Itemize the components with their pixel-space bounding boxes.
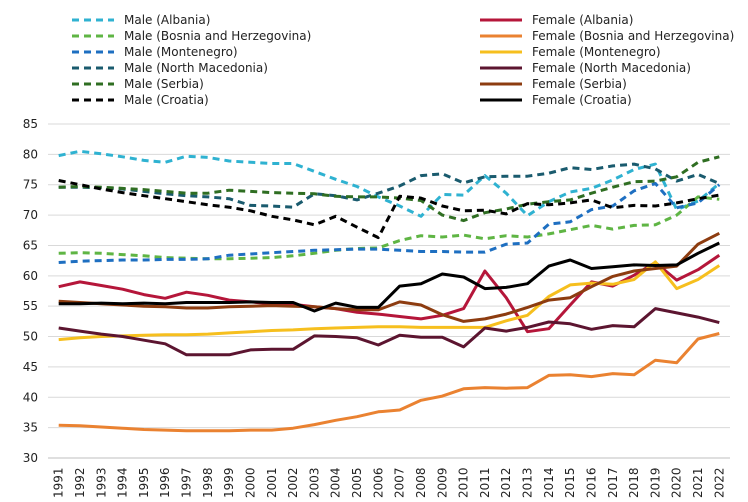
series-line-female-north-macedonia xyxy=(58,307,720,357)
series-line-female-croatia xyxy=(58,241,720,313)
legend-label: Male (Albania) xyxy=(124,13,210,27)
x-tick-label: 2010 xyxy=(457,467,471,498)
series-line-female-serbia xyxy=(58,231,720,323)
x-tick-label: 1997 xyxy=(180,467,194,498)
x-tick-label: 2002 xyxy=(286,467,300,498)
x-tick-label: 2011 xyxy=(478,467,492,498)
series-line-male-north-macedonia xyxy=(58,162,720,209)
y-tick-label: 35 xyxy=(23,421,38,435)
y-tick-label: 50 xyxy=(23,330,38,344)
x-tick-label: 2000 xyxy=(243,467,257,498)
x-tick-label: 2007 xyxy=(393,467,407,498)
x-tick-label: 2022 xyxy=(712,467,726,498)
x-tick-label: 2012 xyxy=(499,467,513,498)
x-tick-label: 2013 xyxy=(521,467,535,498)
legend: Male (Albania) Male (Bosnia and Herzegovi… xyxy=(72,13,734,107)
x-tick-label: 1998 xyxy=(201,467,215,498)
x-tick-label: 1993 xyxy=(94,467,108,498)
x-tick-label: 2018 xyxy=(627,467,641,498)
x-tick-label: 2003 xyxy=(307,467,321,498)
series-line-male-albania xyxy=(58,149,721,218)
x-tick-label: 2019 xyxy=(648,467,662,498)
legend-label: Female (Bosnia and Herzegovina) xyxy=(532,29,734,43)
series-line-male-serbia xyxy=(58,155,720,223)
x-tick-label: 2021 xyxy=(691,467,705,498)
legend-label: Male (Montenegro) xyxy=(124,45,238,59)
y-tick-label: 65 xyxy=(23,238,38,252)
y-tick-label: 75 xyxy=(23,178,38,192)
x-tick-label: 2016 xyxy=(584,467,598,498)
legend-label: Female (North Macedonia) xyxy=(532,61,691,75)
series-lines xyxy=(58,149,721,433)
series-line-male-montenegro xyxy=(58,182,721,264)
x-tick-label: 1995 xyxy=(137,467,151,498)
y-tick-label: 45 xyxy=(23,360,38,374)
x-tick-label: 2006 xyxy=(371,467,385,498)
x-tick-label: 2015 xyxy=(563,467,577,498)
x-tick-label: 1991 xyxy=(52,467,66,498)
x-tick-label: 2008 xyxy=(414,467,428,498)
y-tick-label: 30 xyxy=(23,451,38,465)
y-tick-label: 80 xyxy=(23,147,38,161)
x-tick-label: 2004 xyxy=(329,467,343,498)
x-tick-label: 1999 xyxy=(222,467,236,498)
y-tick-label: 70 xyxy=(23,208,38,222)
legend-label: Male (North Macedonia) xyxy=(124,61,268,75)
x-tick-label: 1996 xyxy=(158,467,172,498)
legend-label: Female (Albania) xyxy=(532,13,633,27)
legend-label: Female (Croatia) xyxy=(532,93,632,107)
y-tick-label: 85 xyxy=(23,117,38,131)
y-axis: 30 35 40 45 50 55 60 65 70 75 80 85 xyxy=(23,117,38,465)
legend-label: Male (Bosnia and Herzegovina) xyxy=(124,29,311,43)
x-tick-label: 1994 xyxy=(116,467,130,498)
legend-label: Female (Serbia) xyxy=(532,77,627,91)
x-tick-label: 1992 xyxy=(73,467,87,498)
series-line-female-montenegro xyxy=(58,260,721,342)
series-line-male-croatia xyxy=(58,179,720,240)
legend-label: Male (Croatia) xyxy=(124,93,209,107)
series-line-male-bosnia-and-herzegovina xyxy=(58,195,720,261)
series-line-female-bosnia-and-herzegovina xyxy=(58,332,720,433)
y-tick-label: 40 xyxy=(23,390,38,404)
x-tick-label: 2020 xyxy=(670,467,684,498)
x-tick-label: 2005 xyxy=(350,467,364,498)
x-axis: 1991 1992 1993 1994 1995 1996 1997 1998 1999 2000… xyxy=(48,457,730,498)
x-tick-label: 2014 xyxy=(542,467,556,498)
y-tick-label: 60 xyxy=(23,269,38,283)
legend-label: Female (Montenegro) xyxy=(532,45,661,59)
x-tick-label: 2009 xyxy=(435,467,449,498)
x-tick-label: 2017 xyxy=(606,467,620,498)
x-tick-label: 2001 xyxy=(265,467,279,498)
y-tick-label: 55 xyxy=(23,299,38,313)
legend-label: Male (Serbia) xyxy=(124,77,204,91)
